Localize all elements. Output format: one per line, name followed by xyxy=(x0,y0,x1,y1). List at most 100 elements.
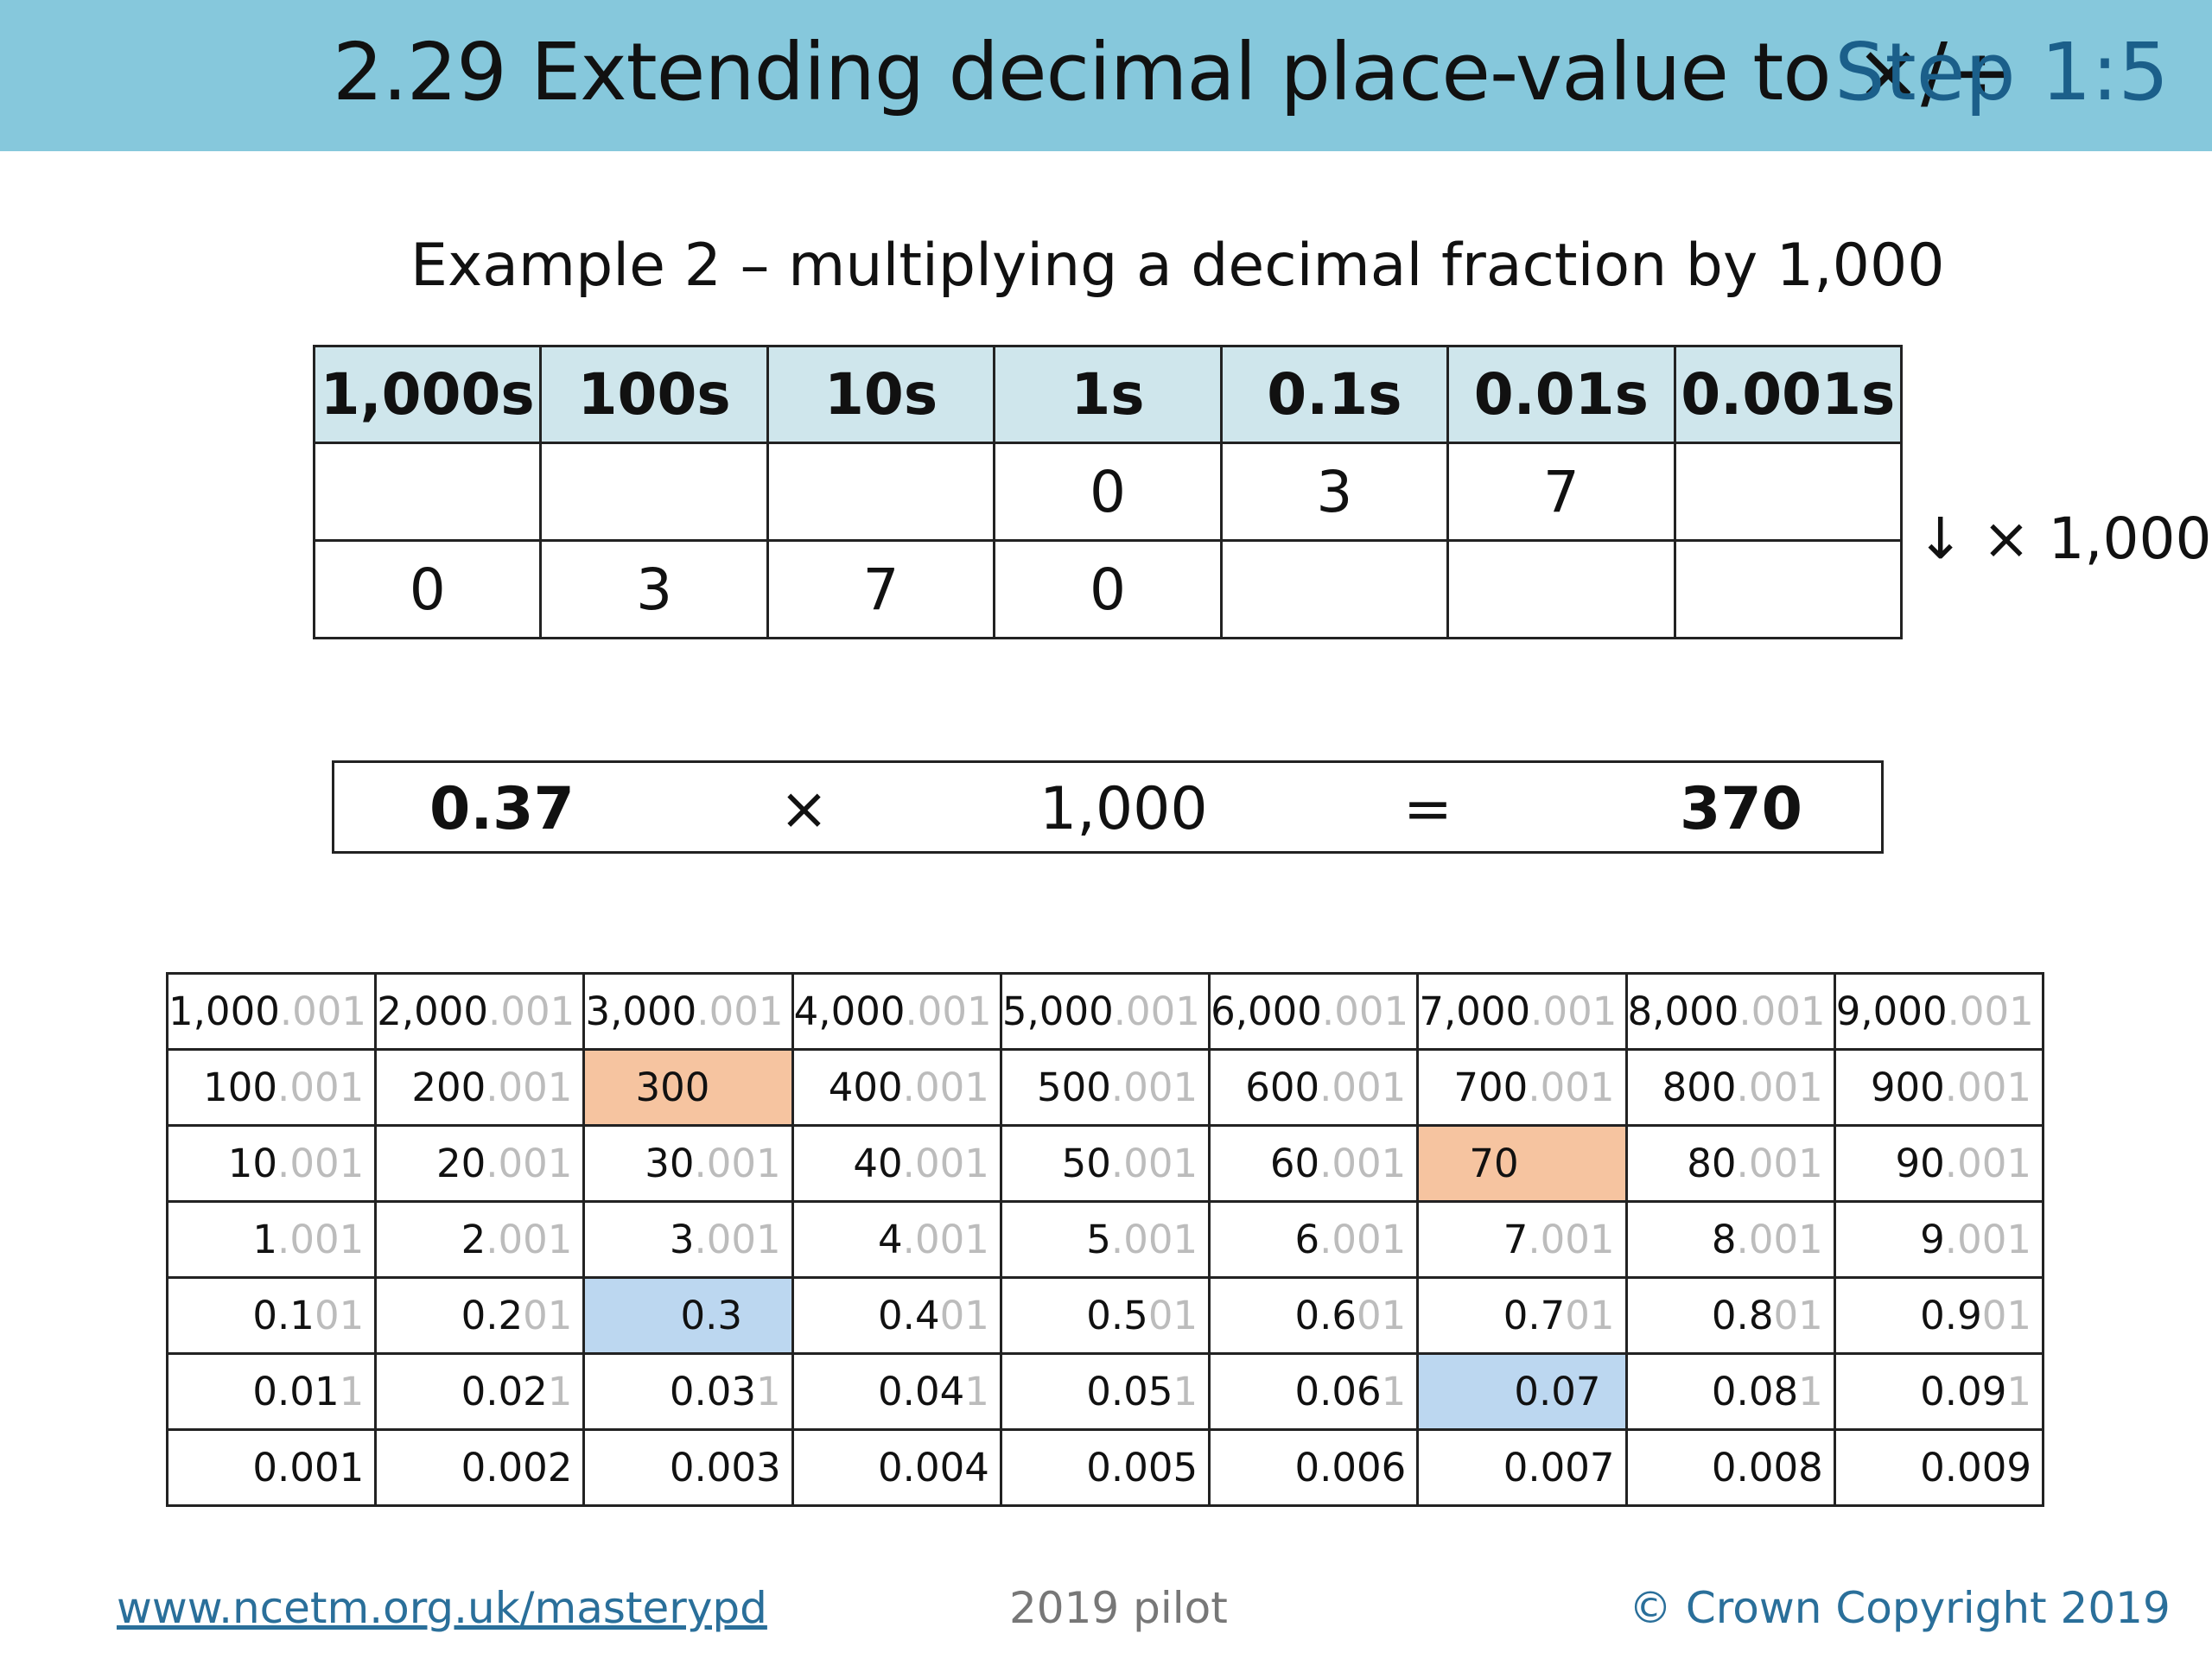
grid-cell: 70 xyxy=(1416,1124,1628,1203)
grid-cell: 0.091 xyxy=(1833,1352,2045,1431)
grid-cell-value: 10 xyxy=(227,1141,278,1186)
grid-cell-ghost-digits: .001 xyxy=(1319,1141,1407,1186)
grid-cell: 0.031 xyxy=(582,1352,794,1431)
grid-cell-ghost-digits: .001 xyxy=(488,988,575,1034)
pv-cell: 3 xyxy=(1219,442,1450,542)
grid-cell-ghost-digits: 01 xyxy=(1565,1293,1615,1338)
grid-cell-ghost-digits: .001 xyxy=(486,1217,573,1262)
grid-cell: 90.001 xyxy=(1833,1124,2045,1203)
grid-cell: 0.901 xyxy=(1833,1276,2045,1355)
grid-cell: 9,000.001 xyxy=(1833,972,2045,1051)
grid-cell-value: 4 xyxy=(878,1217,903,1262)
grid-cell-ghost-digits: 1 xyxy=(964,1369,989,1414)
grid-cell: 800.001 xyxy=(1624,1048,1836,1127)
grid-cell: 0.008 xyxy=(1624,1428,1836,1507)
grid-row: 1,000.001 2,000.001 3,000.001 4,000.001 5,00… xyxy=(165,972,2045,1051)
grid-cell-ghost-digits: .001 xyxy=(902,1065,989,1110)
grid-cell-value: 9 xyxy=(1920,1217,1945,1262)
grid-cell-value: 0.7 xyxy=(1503,1293,1566,1338)
grid-cell: 0.051 xyxy=(999,1352,1211,1431)
grid-cell: 40.001 xyxy=(791,1124,1002,1203)
pv-header: 10s xyxy=(766,345,996,444)
grid-cell-value: 80 xyxy=(1687,1141,1737,1186)
equation-operand-b: 1,000 xyxy=(1039,775,1208,843)
grid-cell: 4.001 xyxy=(791,1200,1002,1279)
grid-cell: 0.201 xyxy=(374,1276,586,1355)
grid-cell-ghost-digits: .001 xyxy=(1110,1141,1198,1186)
grid-row: 1.001 2.001 3.001 4.001 5.001 6.001 7.001 8.001… xyxy=(165,1200,2045,1279)
pv-cell: 0 xyxy=(993,442,1223,542)
grid-cell: 600.001 xyxy=(1208,1048,1420,1127)
grid-cell: 0.401 xyxy=(791,1276,1002,1355)
pv-cell xyxy=(1219,539,1450,639)
grid-cell-ghost-digits: .001 xyxy=(902,1141,989,1186)
grid-cell-ghost-digits: 01 xyxy=(314,1293,365,1338)
equation-equals: = xyxy=(1403,775,1452,843)
grid-cell: 0.101 xyxy=(165,1276,378,1355)
grid-cell-ghost-digits: 1 xyxy=(339,1369,365,1414)
grid-cell-value: 70 xyxy=(1469,1141,1519,1186)
grid-cell-value: 0.09 xyxy=(1920,1369,2007,1414)
grid-cell: 0.07 xyxy=(1416,1352,1628,1431)
grid-cell-value: 1 xyxy=(252,1217,278,1262)
grid-cell-value: 0.009 xyxy=(1920,1445,2031,1491)
grid-cell: 0.002 xyxy=(374,1428,586,1507)
grid-cell: 20.001 xyxy=(374,1124,586,1203)
grid-cell-value: 0.2 xyxy=(461,1293,524,1338)
grid-cell: 1,000.001 xyxy=(165,972,378,1051)
grid-cell-value: 0.006 xyxy=(1294,1445,1407,1491)
grid-cell-value: 2,000 xyxy=(377,988,489,1034)
grid-cell-value: 8 xyxy=(1711,1217,1737,1262)
pv-cell xyxy=(1446,539,1676,639)
pv-cell: 0 xyxy=(312,539,543,639)
grid-cell: 30.001 xyxy=(582,1124,794,1203)
grid-cell: 0.041 xyxy=(791,1352,1002,1431)
grid-cell: 0.011 xyxy=(165,1352,378,1431)
grid-row: 0.011 0.021 0.031 0.041 0.051 0.061 0.07 0.081 0… xyxy=(165,1352,2045,1431)
grid-cell: 0.081 xyxy=(1624,1352,1836,1431)
grid-cell: 0.501 xyxy=(999,1276,1211,1355)
grid-cell-ghost-digits: .001 xyxy=(1110,1065,1198,1110)
footer-link[interactable]: www.ncetm.org.uk/masterypd xyxy=(117,1583,767,1633)
grid-cell-value: 0.5 xyxy=(1086,1293,1148,1338)
grid-cell-ghost-digits: 01 xyxy=(1981,1293,2031,1338)
grid-cell: 3,000.001 xyxy=(582,972,794,1051)
grid-cell: 0.005 xyxy=(999,1428,1211,1507)
place-value-header-row: 1,000s 100s 10s 1s 0.1s 0.01s 0.001s xyxy=(312,345,1904,444)
grid-cell-value: 0.004 xyxy=(878,1445,989,1491)
grid-cell: 5,000.001 xyxy=(999,972,1211,1051)
grid-cell-value: 90 xyxy=(1895,1141,1945,1186)
pv-header: 1s xyxy=(993,345,1223,444)
grid-cell: 4,000.001 xyxy=(791,972,1002,1051)
grid-cell-value: 3,000 xyxy=(585,988,697,1034)
grid-cell: 0.801 xyxy=(1624,1276,1836,1355)
grid-cell-value: 7,000 xyxy=(1419,988,1531,1034)
grid-row: 100.001 200.001 300 400.001 500.001 600.001 70… xyxy=(165,1048,2045,1127)
pv-cell xyxy=(766,442,996,542)
pv-cell: 3 xyxy=(539,539,769,639)
grid-cell: 6,000.001 xyxy=(1208,972,1420,1051)
grid-cell: 700.001 xyxy=(1416,1048,1628,1127)
grid-cell-ghost-digits: .001 xyxy=(1113,988,1200,1034)
equation-result: 370 xyxy=(1680,775,1802,843)
grid-cell: 0.009 xyxy=(1833,1428,2045,1507)
grid-cell-ghost-digits: .001 xyxy=(1736,1217,1823,1262)
grid-cell: 900.001 xyxy=(1833,1048,2045,1127)
grid-cell: 10.001 xyxy=(165,1124,378,1203)
grid-cell-ghost-digits: .001 xyxy=(1530,988,1618,1034)
grid-cell-ghost-digits: 01 xyxy=(1147,1293,1198,1338)
grid-cell-value: 1,000 xyxy=(168,988,280,1034)
grid-cell: 300 xyxy=(582,1048,794,1127)
grid-cell: 5.001 xyxy=(999,1200,1211,1279)
grid-cell-ghost-digits: .001 xyxy=(694,1217,781,1262)
grid-cell-value: 30 xyxy=(645,1141,695,1186)
grid-cell-value: 6,000 xyxy=(1211,988,1322,1034)
grid-cell-value: 2 xyxy=(461,1217,486,1262)
grid-cell: 0.021 xyxy=(374,1352,586,1431)
pv-header: 1,000s xyxy=(312,345,543,444)
grid-cell-value: 300 xyxy=(635,1065,710,1110)
grid-cell: 80.001 xyxy=(1624,1124,1836,1203)
grid-cell: 9.001 xyxy=(1833,1200,2045,1279)
grid-cell: 6.001 xyxy=(1208,1200,1420,1279)
grid-cell: 100.001 xyxy=(165,1048,378,1127)
